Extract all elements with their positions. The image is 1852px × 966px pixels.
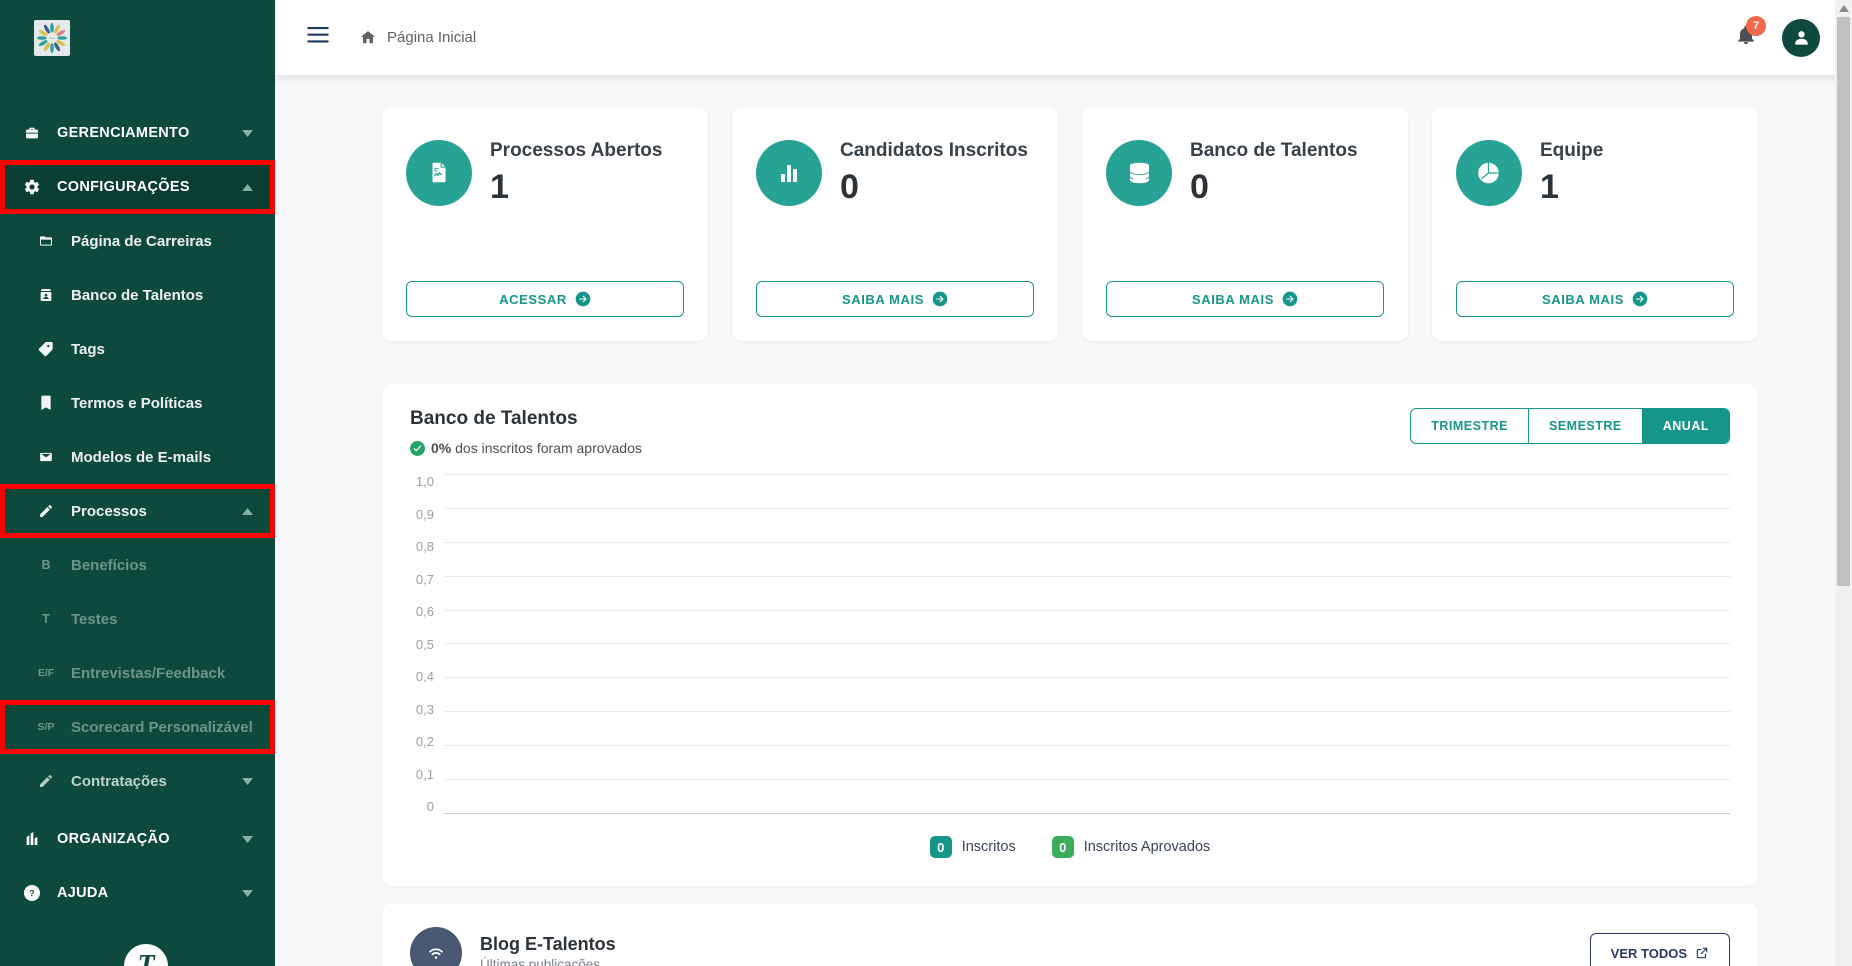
svg-text:?: ? <box>29 888 35 898</box>
